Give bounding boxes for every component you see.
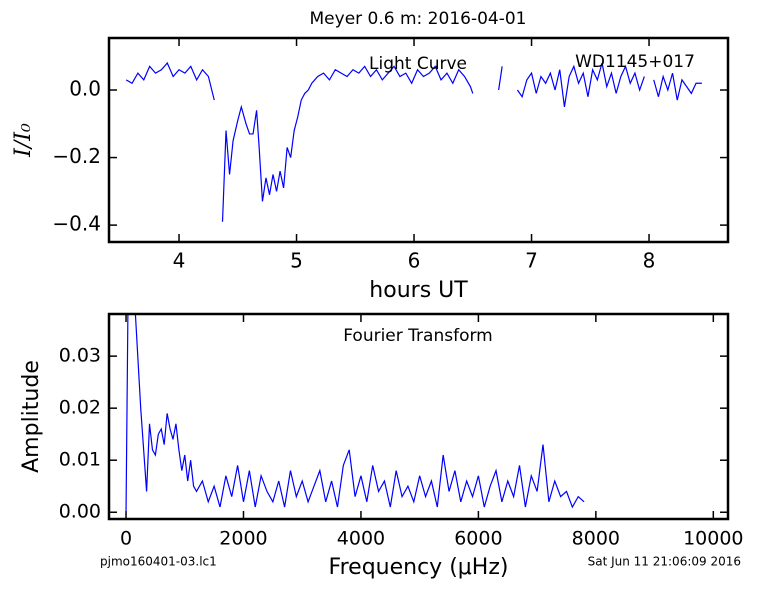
x-tick-label: 5 (290, 249, 303, 273)
y-tick-label: −0.4 (52, 212, 101, 236)
x-tick-label: 4000 (337, 528, 385, 550)
x-tick-label: 4 (173, 249, 186, 273)
footer-left: pjmo160401-03.lc1 (100, 555, 217, 569)
x-tick-label: 0 (120, 528, 132, 550)
data-line (125, 314, 585, 513)
y-axis-label: I/I₀ (11, 123, 36, 158)
x-tick-label: 7 (525, 249, 538, 273)
y-tick-label: 0.00 (59, 501, 101, 523)
x-tick-label: 8000 (572, 528, 620, 550)
x-axis-label: Frequency (μHz) (329, 555, 509, 580)
annotation: Light Curve (369, 54, 467, 74)
y-axis-label: Amplitude (19, 360, 44, 473)
y-tick-label: 0.0 (69, 77, 101, 101)
x-tick-label: 2000 (219, 528, 267, 550)
axes-frame (107, 36, 730, 244)
y-tick-label: 0.02 (59, 397, 101, 419)
footer-right: Sat Jun 11 21:06:09 2016 (588, 555, 741, 569)
x-tick-label: 6 (408, 249, 421, 273)
figure-title: Meyer 0.6 m: 2016-04-01 (310, 9, 527, 29)
annotation: Fourier Transform (343, 326, 492, 346)
axes-frame (107, 312, 730, 521)
x-axis-label: hours UT (369, 278, 468, 303)
y-tick-label: −0.2 (52, 144, 101, 168)
x-tick-label: 6000 (454, 528, 502, 550)
data-line (125, 61, 702, 222)
y-tick-label: 0.01 (59, 449, 101, 471)
annotation: WD1145+017 (575, 52, 695, 72)
y-tick-label: 0.03 (59, 345, 101, 367)
x-tick-label: 10000 (683, 528, 743, 550)
x-tick-label: 8 (643, 249, 656, 273)
